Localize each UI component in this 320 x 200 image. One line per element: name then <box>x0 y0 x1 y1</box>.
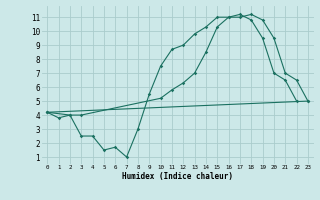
X-axis label: Humidex (Indice chaleur): Humidex (Indice chaleur) <box>122 172 233 181</box>
